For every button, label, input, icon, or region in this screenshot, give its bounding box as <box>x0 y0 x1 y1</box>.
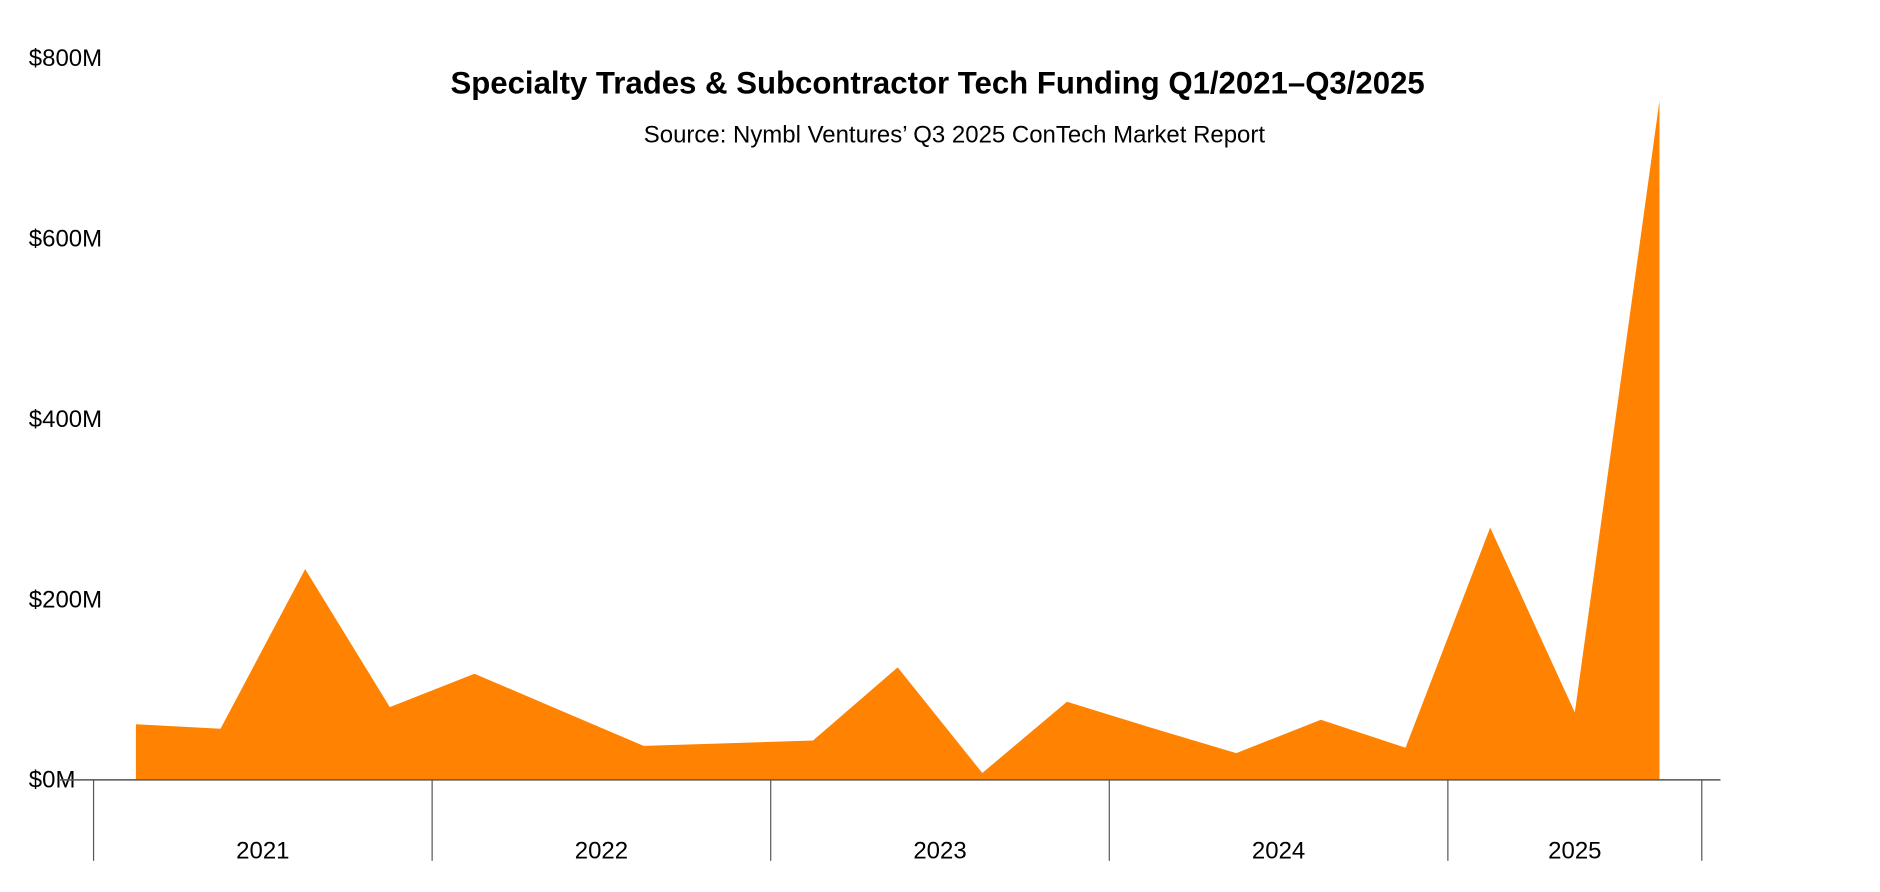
y-tick-label: $800M <box>29 45 102 72</box>
y-tick-label: $400M <box>29 406 102 433</box>
y-tick-label: $200M <box>29 586 102 613</box>
chart-subtitle: Source: Nymbl Ventures’ Q3 2025 ConTech … <box>644 122 1266 149</box>
area-series <box>135 100 1660 780</box>
x-group-label: 2023 <box>913 837 966 864</box>
y-tick-label: $600M <box>29 225 102 252</box>
chart-title: Specialty Trades & Subcontractor Tech Fu… <box>450 66 1424 101</box>
x-group-label: 2022 <box>575 837 628 864</box>
x-group-label: 2021 <box>236 837 289 864</box>
x-group-label: 2024 <box>1252 837 1305 864</box>
x-group-label: 2025 <box>1548 837 1601 864</box>
